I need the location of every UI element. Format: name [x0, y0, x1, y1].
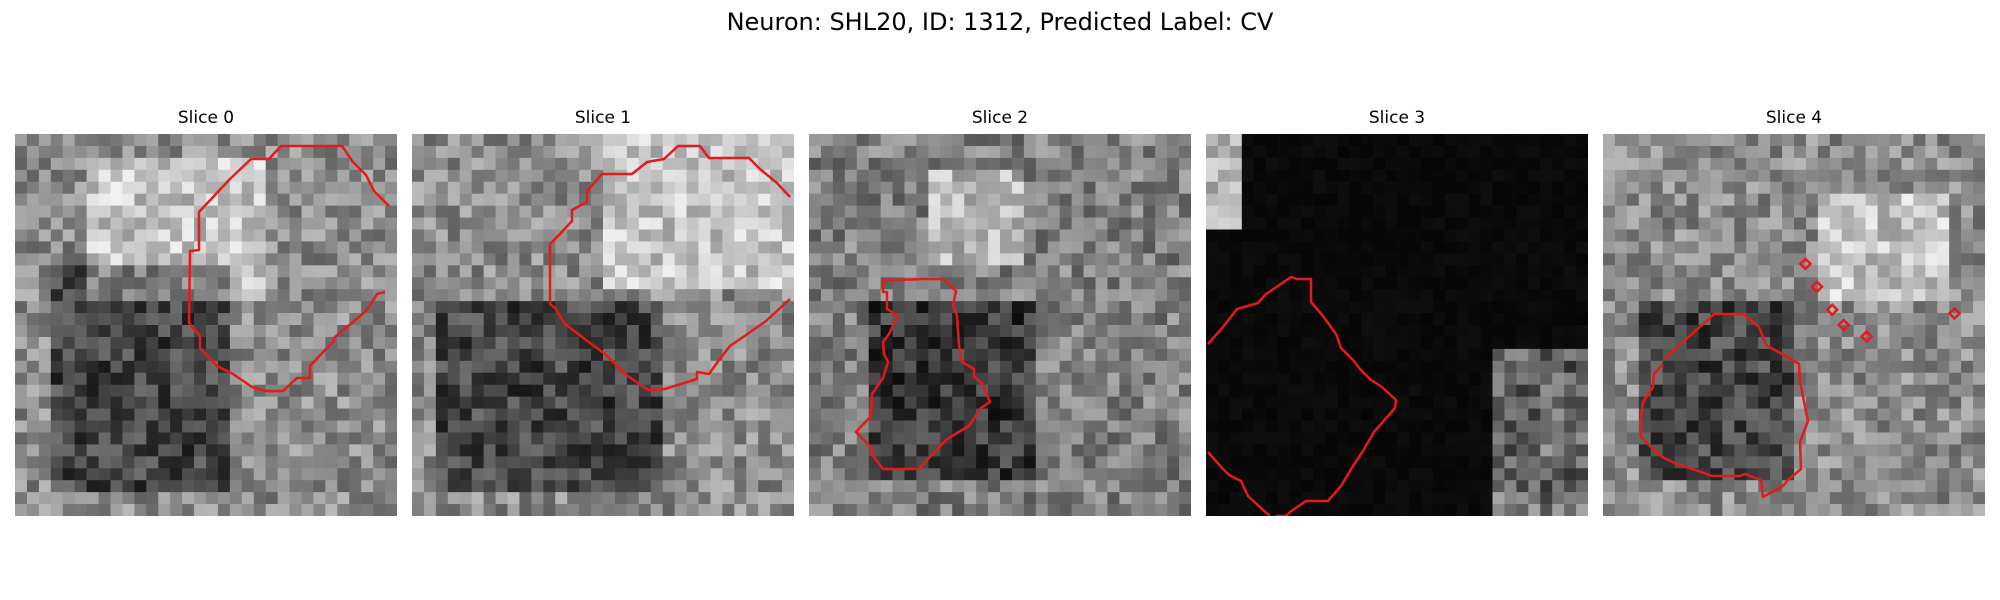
panel-slice-0: Slice 0 — [15, 0, 397, 600]
panel-title: Slice 2 — [971, 108, 1029, 128]
panel-title: Slice 1 — [574, 108, 632, 128]
slice-pixels — [1603, 134, 1985, 516]
panel-title: Slice 0 — [177, 108, 235, 128]
roi-marker — [1810, 280, 1824, 294]
slice-image — [15, 134, 397, 516]
panel-slice-1: Slice 1 — [412, 0, 794, 600]
roi-contour — [854, 277, 992, 471]
slice-pixels — [1206, 134, 1588, 516]
roi-marker — [1836, 318, 1851, 332]
panel-slice-2: Slice 2 — [809, 0, 1191, 600]
figure-title: Neuron: SHL20, ID: 1312, Predicted Label… — [726, 8, 1274, 36]
roi-marker — [1825, 302, 1839, 317]
roi-contour — [1207, 451, 1271, 516]
roi-contour — [548, 144, 791, 392]
slice-image — [809, 134, 1191, 516]
roi-contour — [1207, 275, 1398, 516]
roi-marker — [1947, 306, 1962, 321]
panel-slice-4: Slice 4 — [1603, 0, 1985, 600]
roi-contour — [1639, 312, 1810, 499]
roi-marker — [1798, 257, 1813, 271]
slice-image — [412, 134, 794, 516]
roi-marker — [1859, 329, 1874, 344]
panel-slice-3: Slice 3 — [1206, 0, 1588, 600]
slice-image — [1603, 134, 1985, 516]
slice-image — [1206, 134, 1588, 516]
panel-title: Slice 4 — [1765, 108, 1823, 128]
slice-pixels — [809, 134, 1191, 516]
slice-pixels — [15, 134, 397, 516]
slice-pixels — [412, 134, 794, 516]
roi-contour — [187, 144, 390, 393]
panel-title: Slice 3 — [1368, 108, 1426, 128]
